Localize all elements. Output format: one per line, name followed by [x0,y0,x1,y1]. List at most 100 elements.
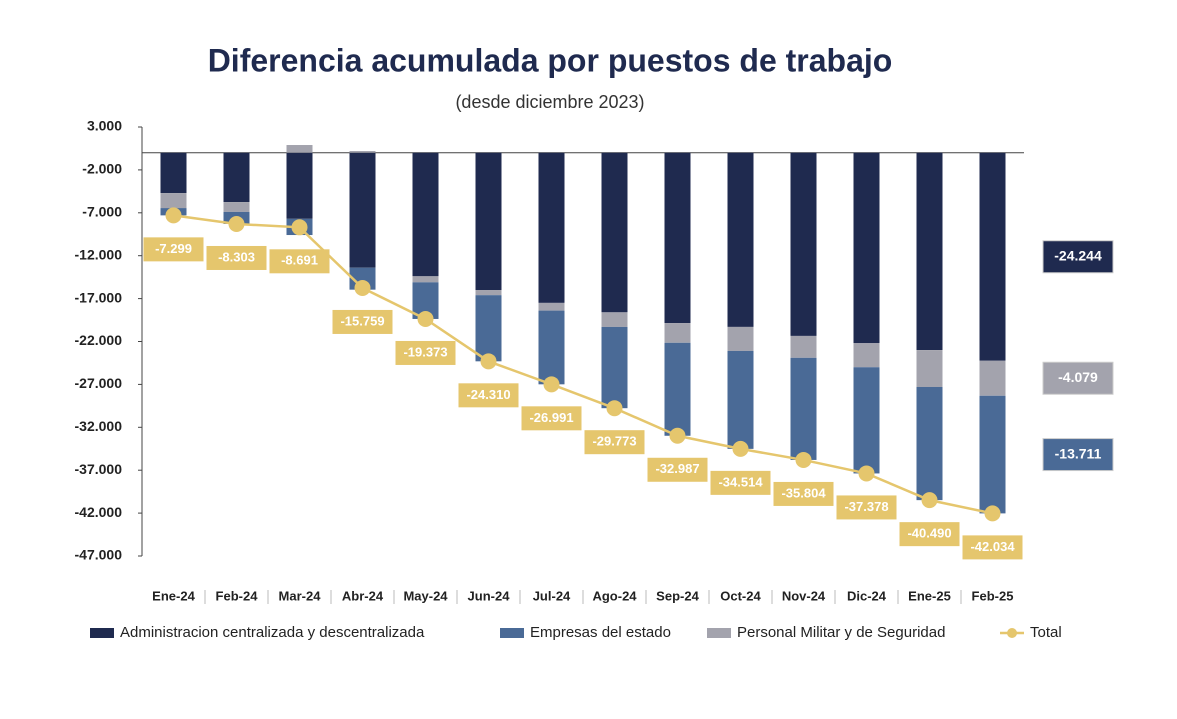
total-label-box [584,430,645,455]
bar-segment [853,367,880,474]
y-tick-label: -2.000 [82,161,122,177]
total-label: -34.514 [718,474,763,489]
bar-segment [853,343,880,368]
total-label: -26.991 [529,410,573,425]
total-point [417,310,434,327]
bar-segment [916,152,943,351]
y-tick-label: -17.000 [75,289,123,305]
x-tick-label: Jul-24 [533,588,571,603]
total-label-box [458,383,519,408]
bar-segment [286,145,313,153]
bar-segment [790,152,817,336]
x-tick-label: Jun-24 [468,588,511,603]
total-label: -35.804 [781,485,826,500]
total-label: -40.490 [907,526,951,541]
total-label-box [206,245,267,270]
total-label-box [143,237,204,262]
bar-segment [538,310,565,385]
total-point [291,219,308,236]
total-label-box [395,340,456,365]
legend-swatch [707,628,731,638]
value-label: -24.244 [1054,247,1102,263]
x-tick-label: Sep-24 [656,588,699,603]
legend-label: Empresas del estado [530,624,671,641]
total-label-box [710,470,771,495]
y-tick-label: -12.000 [75,246,123,262]
legend-label: Personal Militar y de Seguridad [737,624,945,641]
total-label-box [269,249,330,274]
total-label: -15.759 [340,313,384,328]
y-tick-label: -42.000 [75,504,123,520]
total-point [984,505,1001,522]
bar-segment [601,326,628,409]
value-label: -4.079 [1058,369,1098,385]
value-label-box [1042,361,1114,395]
total-label-box [836,495,897,520]
bar-segment [727,152,754,327]
x-tick-label: Ago-24 [592,588,637,603]
bar-segment [349,151,376,153]
x-tick-label: Abr-24 [342,588,384,603]
bar-segment [412,152,439,277]
legend-label: Administracion centralizada y descentral… [120,624,425,641]
legend-label: Total [1030,624,1062,641]
total-point [858,465,875,482]
value-label: -13.711 [1055,445,1102,461]
total-label-box [521,406,582,431]
total-line [173,214,993,515]
total-point [732,440,749,457]
x-tick-label: Feb-25 [972,588,1014,603]
y-tick-label: -22.000 [75,332,123,348]
bar-segment [853,152,880,344]
total-point [606,400,623,417]
total-label: -8.691 [281,253,318,268]
total-point [921,492,938,509]
bar-segment [286,152,313,219]
y-tick-label: 3.000 [87,118,122,134]
total-point [165,207,182,224]
bar-segment [538,152,565,303]
total-label-box [647,457,708,482]
legend-swatch [500,628,524,638]
bar-segment [475,152,502,291]
total-label: -8.303 [218,249,255,264]
y-tick-label: -7.000 [82,204,122,220]
chart-subtitle: (desde diciembre 2023) [455,92,644,112]
legend-marker [1007,628,1017,638]
x-tick-label: Nov-24 [782,588,826,603]
bar-segment [412,276,439,283]
total-label: -42.034 [970,539,1015,554]
total-point [543,376,560,393]
bar-segment [916,386,943,501]
bar-segment [349,152,376,268]
bar-segment [727,326,754,351]
bar-segment [664,342,691,436]
bar-segment [601,312,628,327]
value-label-box [1042,240,1114,274]
bar-segment [601,152,628,313]
bar-segment [664,152,691,324]
bar-segment [916,350,943,387]
bar-segment [727,350,754,449]
total-label-box [332,309,393,334]
total-label: -24.310 [466,387,510,402]
bar-segment [475,290,502,296]
total-label: -29.773 [592,434,636,449]
total-label-box [899,522,960,547]
value-label-box [1042,438,1114,472]
x-tick-label: Oct-24 [720,588,761,603]
total-point [228,215,245,232]
total-point [354,279,371,296]
total-point [480,353,497,370]
bar-segment [160,193,187,209]
total-label: -19.373 [403,344,447,359]
total-point [795,451,812,468]
bar-segment [979,152,1006,361]
bar-segment [160,152,187,194]
legend-swatch [90,628,114,638]
bar-segment [790,357,817,460]
bar-segment [664,323,691,343]
total-label: -37.378 [844,499,888,514]
bar-segment [979,395,1006,514]
